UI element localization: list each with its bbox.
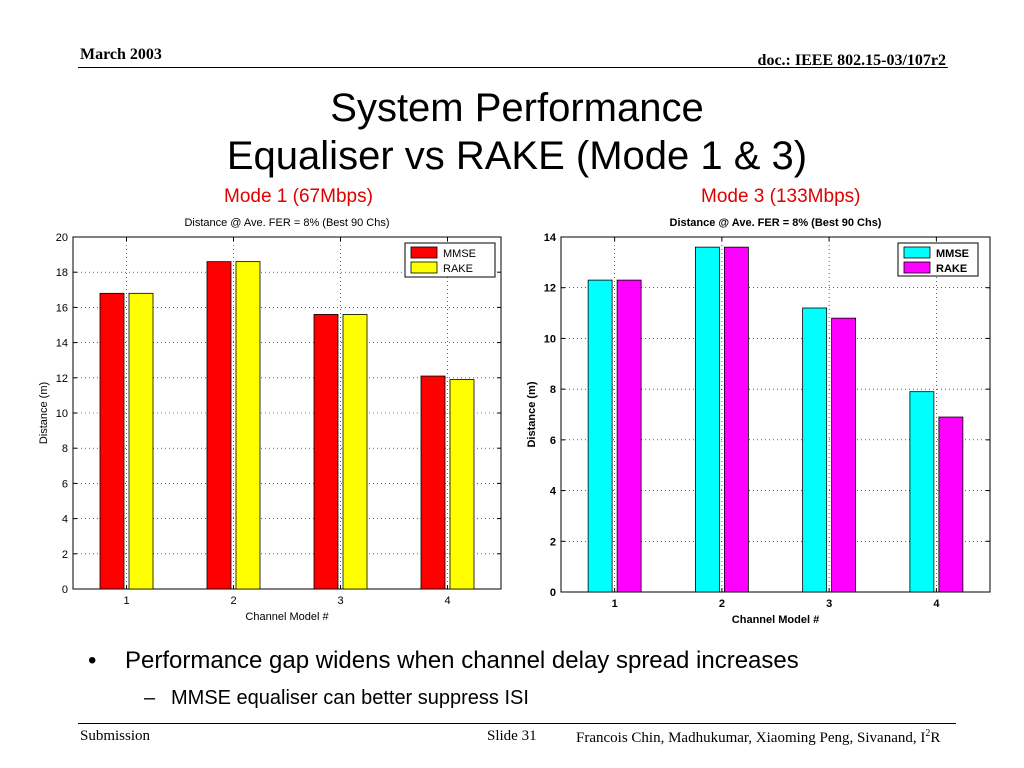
footer-slide-number: Slide 31	[487, 728, 537, 744]
y-tick-label: 14	[56, 338, 68, 350]
legend-label-rake: RAKE	[443, 263, 473, 275]
legend-swatch-rake	[903, 261, 931, 274]
header-divider	[78, 67, 948, 68]
y-tick-label: 4	[62, 514, 68, 526]
footer-submission: Submission	[80, 728, 151, 744]
x-axis-label: Channel Model #	[732, 614, 819, 626]
chart-2-heading: Mode 3 (133Mbps)	[701, 186, 861, 207]
bar-mmse-cm1	[587, 279, 613, 593]
chart-2	[560, 236, 991, 593]
chart-1	[72, 236, 502, 590]
y-tick-label: 18	[56, 267, 68, 279]
y-tick-label: 4	[550, 486, 557, 498]
y-tick-label: 10	[56, 408, 68, 420]
x-tick-label: 4	[444, 595, 450, 607]
x-tick-label: 3	[826, 598, 832, 610]
x-tick-label: 1	[612, 598, 618, 610]
x-tick-label: 3	[337, 595, 343, 607]
bar-rake-cm1	[128, 292, 154, 590]
x-tick-label: 1	[123, 595, 129, 607]
bullet-main-text: Performance gap widens when channel dela…	[125, 647, 799, 674]
x-tick-label: 2	[719, 598, 725, 610]
y-tick-label: 6	[62, 478, 68, 490]
chart-subtitle: Distance @ Ave. FER = 8% (Best 90 Chs)	[184, 217, 389, 229]
y-tick-label: 8	[550, 384, 556, 396]
y-tick-label: 2	[550, 536, 556, 548]
bar-rake-cm4	[449, 379, 475, 590]
sub-bullet-text: MMSE equaliser can better suppress ISI	[171, 687, 529, 709]
bar-mmse-cm4	[420, 375, 446, 590]
y-tick-label: 10	[544, 333, 556, 345]
y-tick-label: 2	[62, 549, 68, 561]
bar-mmse-cm2	[206, 261, 232, 590]
bar-mmse-cm3	[802, 307, 828, 593]
footer-authors-sup: 2	[925, 728, 931, 739]
bar-rake-cm4	[938, 416, 964, 593]
y-tick-label: 20	[56, 232, 68, 244]
footer-authors-end: R	[930, 730, 941, 746]
x-tick-label: 2	[230, 595, 236, 607]
footer-divider	[78, 723, 956, 724]
y-tick-label: 0	[62, 584, 68, 596]
header-doc-id: doc.: IEEE 802.15-03/107r2	[757, 52, 946, 69]
bar-mmse-cm4	[909, 391, 935, 593]
legend-label-mmse: MMSE	[936, 248, 969, 260]
y-tick-label: 0	[550, 587, 556, 599]
bar-rake-cm3	[342, 314, 368, 590]
slide-title: System Performance Equaliser vs RAKE (Mo…	[0, 84, 1024, 180]
bar-mmse-cm2	[694, 246, 720, 593]
legend-swatch-mmse	[903, 246, 931, 259]
legend-label-rake: RAKE	[936, 263, 967, 275]
y-tick-label: 12	[544, 283, 556, 295]
bullet-dot-icon: •	[88, 647, 97, 674]
y-tick-label: 6	[550, 435, 556, 447]
y-axis-label: Distance (m)	[526, 381, 538, 447]
slide-title-line-2: Equaliser vs RAKE (Mode 1 & 3)	[226, 134, 808, 178]
bar-rake-cm3	[831, 317, 857, 593]
slide-title-line-1: System Performance	[330, 86, 704, 130]
y-tick-label: 14	[544, 232, 557, 244]
bar-rake-cm2	[723, 246, 749, 593]
y-tick-label: 16	[56, 302, 68, 314]
bar-rake-cm1	[616, 279, 642, 593]
chart-1-heading: Mode 1 (67Mbps)	[224, 186, 373, 207]
legend-swatch-rake	[410, 261, 438, 274]
legend-label-mmse: MMSE	[443, 248, 476, 260]
y-axis-label: Distance (m)	[38, 382, 50, 444]
bar-mmse-cm3	[313, 314, 339, 590]
header-date: March 2003	[80, 46, 162, 63]
footer-authors-text: Francois Chin, Madhukumar, Xiaoming Peng…	[576, 730, 926, 746]
y-tick-label: 12	[56, 373, 68, 385]
bar-rake-cm2	[235, 261, 261, 590]
sub-bullet-dash-icon: –	[144, 687, 156, 709]
footer-authors: Francois Chin, Madhukumar, Xiaoming Peng…	[576, 728, 940, 747]
chart-subtitle: Distance @ Ave. FER = 8% (Best 90 Chs)	[670, 217, 882, 229]
bar-mmse-cm1	[99, 292, 125, 590]
x-tick-label: 4	[933, 598, 940, 610]
x-axis-label: Channel Model #	[245, 611, 329, 623]
legend-swatch-mmse	[410, 246, 438, 259]
y-tick-label: 8	[62, 443, 68, 455]
